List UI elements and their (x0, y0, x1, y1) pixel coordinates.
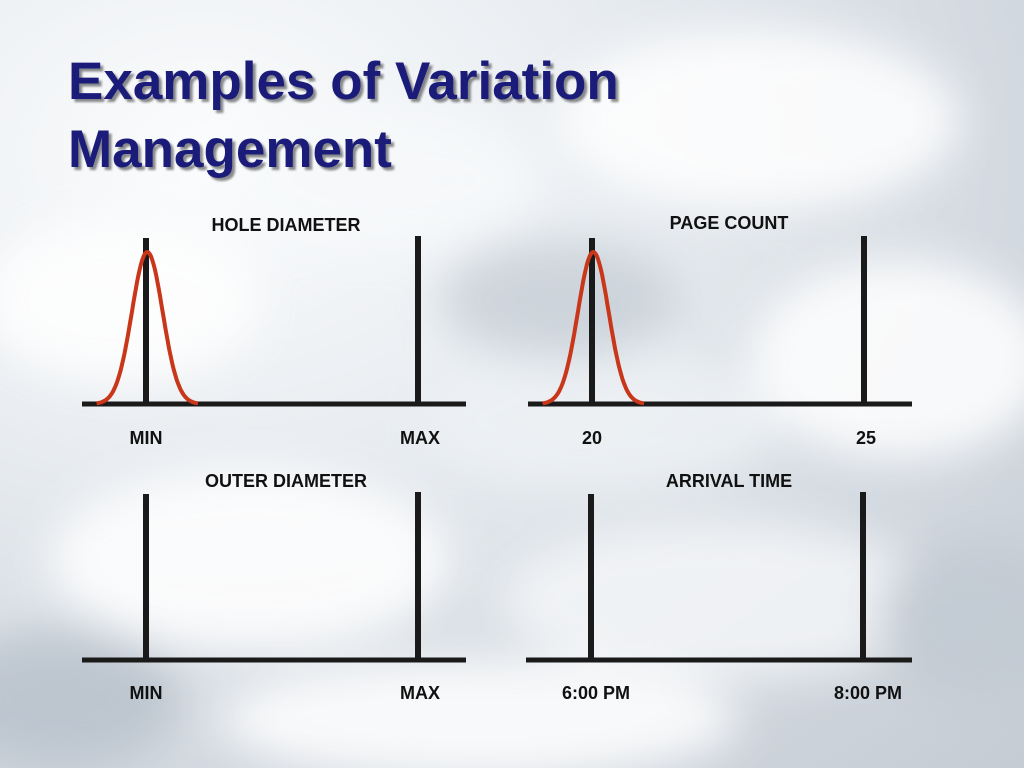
distribution-curve (96, 249, 199, 406)
chart-hole-diameter: HOLE DIAMETER MIN MAX (82, 215, 466, 448)
chart-title: ARRIVAL TIME (666, 471, 792, 491)
tick-label-end-time: 8:00 PM (834, 683, 902, 703)
tick-label-max: MAX (400, 683, 440, 703)
chart-title: OUTER DIAMETER (205, 471, 367, 491)
tick-label-min: MIN (130, 428, 163, 448)
tick-label-min: 20 (582, 428, 602, 448)
title-line-2: Management (68, 120, 392, 179)
slide-title: Examples of Variation Management (68, 48, 619, 184)
chart-title: PAGE COUNT (670, 213, 789, 233)
chart-title: HOLE DIAMETER (211, 215, 360, 235)
tick-label-start-time: 6:00 PM (562, 683, 630, 703)
chart-arrival-time: ARRIVAL TIME 6:00 PM 8:00 PM (526, 471, 912, 703)
chart-outer-diameter: OUTER DIAMETER MIN MAX (82, 471, 466, 703)
chart-page-count: PAGE COUNT 20 25 (528, 213, 912, 448)
distribution-curve (542, 249, 645, 406)
title-line-1: Examples of Variation (68, 52, 619, 111)
tick-label-max: 25 (856, 428, 876, 448)
tick-label-max: MAX (400, 428, 440, 448)
tick-label-min: MIN (130, 683, 163, 703)
